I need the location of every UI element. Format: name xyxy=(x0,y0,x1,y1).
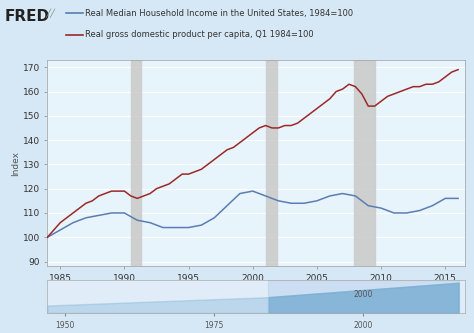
Text: FRED: FRED xyxy=(5,9,50,24)
Bar xyxy=(354,60,374,266)
Y-axis label: Index: Index xyxy=(11,151,20,176)
Text: ╱╱: ╱╱ xyxy=(45,9,55,18)
Text: 2000: 2000 xyxy=(354,290,373,299)
Text: Real Median Household Income in the United States, 1984=100: Real Median Household Income in the Unit… xyxy=(85,9,354,18)
Bar xyxy=(131,60,141,266)
Text: Real gross domestic product per capita, Q1 1984=100: Real gross domestic product per capita, … xyxy=(85,30,314,39)
Bar xyxy=(268,280,458,313)
Bar xyxy=(265,60,277,266)
